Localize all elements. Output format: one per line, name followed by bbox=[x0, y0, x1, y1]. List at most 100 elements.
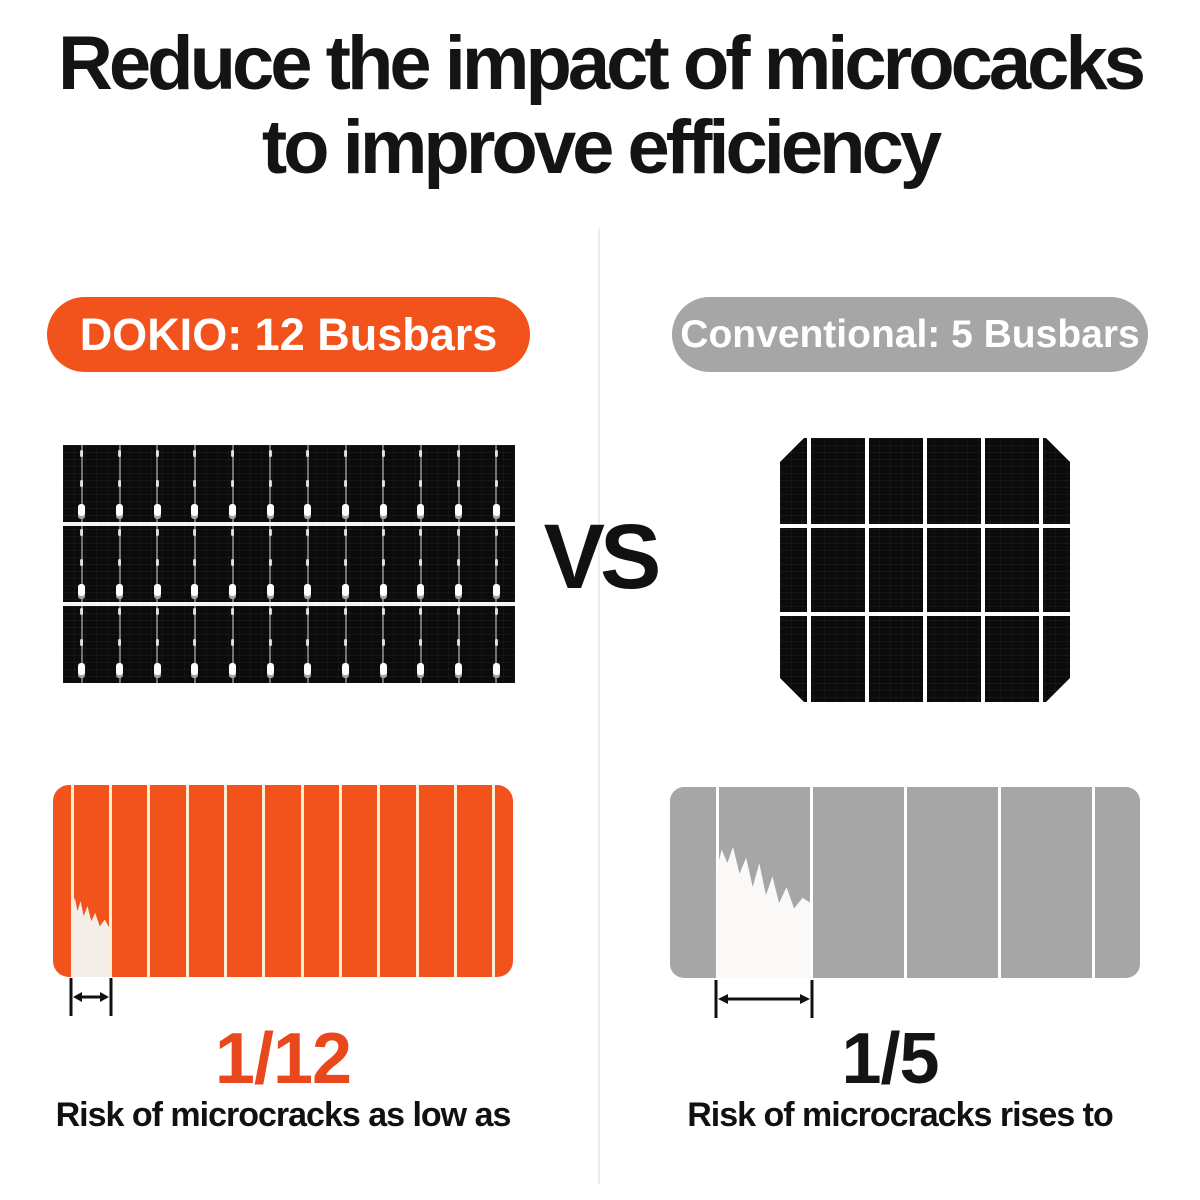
conventional-badge-label: Conventional: 5 Busbars bbox=[680, 312, 1140, 356]
busbar-solder-pad bbox=[417, 583, 425, 599]
dokio-fraction: 1/12 bbox=[214, 1019, 352, 1099]
cell-row bbox=[63, 524, 515, 604]
busbar-dot bbox=[155, 479, 159, 487]
busbar-dot bbox=[80, 638, 84, 646]
busbar-dot bbox=[494, 559, 498, 567]
segment-divider-line bbox=[377, 785, 381, 977]
busbar-dot bbox=[306, 559, 310, 567]
busbar-dot bbox=[457, 529, 460, 537]
busbar-dot bbox=[344, 479, 347, 487]
busbar-dot bbox=[419, 559, 423, 567]
busbar-grid-line bbox=[981, 438, 985, 702]
busbar-dot bbox=[494, 479, 498, 487]
busbar-solder-pad bbox=[78, 504, 86, 520]
busbar-dot bbox=[419, 449, 423, 457]
busbar-solder-pad bbox=[266, 504, 274, 520]
cell-row-separator bbox=[63, 601, 515, 606]
busbar-dot bbox=[381, 559, 385, 567]
busbar-dot bbox=[118, 638, 121, 646]
segment-divider-line bbox=[70, 785, 74, 977]
busbar-dot bbox=[193, 638, 197, 646]
cell-row bbox=[63, 603, 515, 683]
busbar-dot bbox=[118, 608, 121, 616]
conventional-caption: Risk of microcracks rises to bbox=[687, 1096, 1114, 1134]
busbar-dot bbox=[231, 638, 234, 646]
cell-grid-line bbox=[780, 524, 1070, 528]
dokio-fragment-bar bbox=[53, 785, 513, 977]
busbar-solder-pad bbox=[455, 504, 462, 520]
busbar-dot bbox=[306, 608, 310, 616]
conventional-cell-image bbox=[780, 438, 1070, 702]
busbar-solder-pad bbox=[342, 583, 349, 599]
busbar-dot bbox=[494, 608, 498, 616]
busbar-dot bbox=[231, 529, 234, 537]
dokio-cell-image bbox=[63, 445, 515, 683]
segment-divider-line bbox=[147, 785, 151, 977]
cell-row-separator bbox=[63, 522, 515, 527]
vs-label: VS bbox=[543, 506, 662, 608]
busbar-dot bbox=[193, 529, 197, 537]
busbar-dot bbox=[80, 449, 84, 457]
title-line-1: Reduce the impact of microcacks bbox=[58, 21, 1146, 106]
busbar-solder-pad bbox=[116, 583, 123, 599]
busbar-dot bbox=[231, 479, 234, 487]
busbar-dot bbox=[118, 449, 121, 457]
busbar-solder-pad bbox=[492, 662, 500, 678]
busbar-dot bbox=[80, 479, 84, 487]
segment-divider-line bbox=[109, 785, 112, 977]
busbar-dot bbox=[419, 608, 423, 616]
segment-divider-line bbox=[997, 787, 1001, 978]
busbar-dot bbox=[155, 559, 159, 567]
busbar-solder-pad bbox=[191, 662, 199, 678]
segment-divider-line bbox=[492, 785, 496, 977]
busbar-solder-pad bbox=[304, 662, 312, 678]
busbar-solder-pad bbox=[229, 504, 236, 520]
busbar-solder-pad bbox=[266, 662, 274, 678]
busbar-dot bbox=[457, 608, 460, 616]
busbar-dot bbox=[419, 638, 423, 646]
busbar-dot bbox=[118, 529, 121, 537]
segment-divider-line bbox=[454, 785, 457, 977]
broken-fragment bbox=[72, 897, 111, 977]
busbar-solder-pad bbox=[153, 583, 161, 599]
cell-grid-line bbox=[780, 612, 1070, 616]
busbar-solder-pad bbox=[78, 662, 86, 678]
busbar-grid-line bbox=[1039, 438, 1043, 702]
busbar-solder-pad bbox=[455, 662, 462, 678]
busbar-grid-line bbox=[865, 438, 869, 702]
conventional-fraction: 1/5 bbox=[841, 1019, 939, 1099]
busbar-dot bbox=[381, 449, 385, 457]
busbar-solder-pad bbox=[191, 504, 199, 520]
busbar-solder-pad bbox=[417, 662, 425, 678]
busbar-dot bbox=[381, 529, 385, 537]
busbar-solder-pad bbox=[78, 583, 86, 599]
segment-divider-line bbox=[339, 785, 342, 977]
fragment-width-arrow-left bbox=[69, 978, 113, 1016]
busbar-dot bbox=[155, 638, 159, 646]
busbar-dot bbox=[306, 479, 310, 487]
segment-divider-line bbox=[809, 787, 813, 978]
busbar-dot bbox=[155, 449, 159, 457]
busbar-dot bbox=[381, 608, 385, 616]
busbar-solder-pad bbox=[304, 583, 312, 599]
busbar-dot bbox=[381, 479, 385, 487]
busbar-dot bbox=[268, 449, 272, 457]
busbar-solder-pad bbox=[492, 583, 500, 599]
busbar-dot bbox=[268, 479, 272, 487]
busbar-dot bbox=[419, 479, 423, 487]
segment-divider-line bbox=[185, 785, 189, 977]
busbar-dot bbox=[494, 638, 498, 646]
busbar-solder-pad bbox=[229, 583, 236, 599]
busbar-dot bbox=[306, 449, 310, 457]
busbar-dot bbox=[268, 559, 272, 567]
busbar-dot bbox=[193, 559, 197, 567]
busbar-dot bbox=[344, 608, 347, 616]
busbar-solder-pad bbox=[304, 504, 312, 520]
busbar-solder-pad bbox=[455, 583, 462, 599]
segment-divider-line bbox=[1091, 787, 1095, 978]
busbar-solder-pad bbox=[417, 504, 425, 520]
conventional-fragment-bar bbox=[670, 787, 1140, 978]
busbar-dot bbox=[494, 449, 498, 457]
busbar-dot bbox=[306, 529, 310, 537]
broken-fragment bbox=[717, 846, 811, 978]
